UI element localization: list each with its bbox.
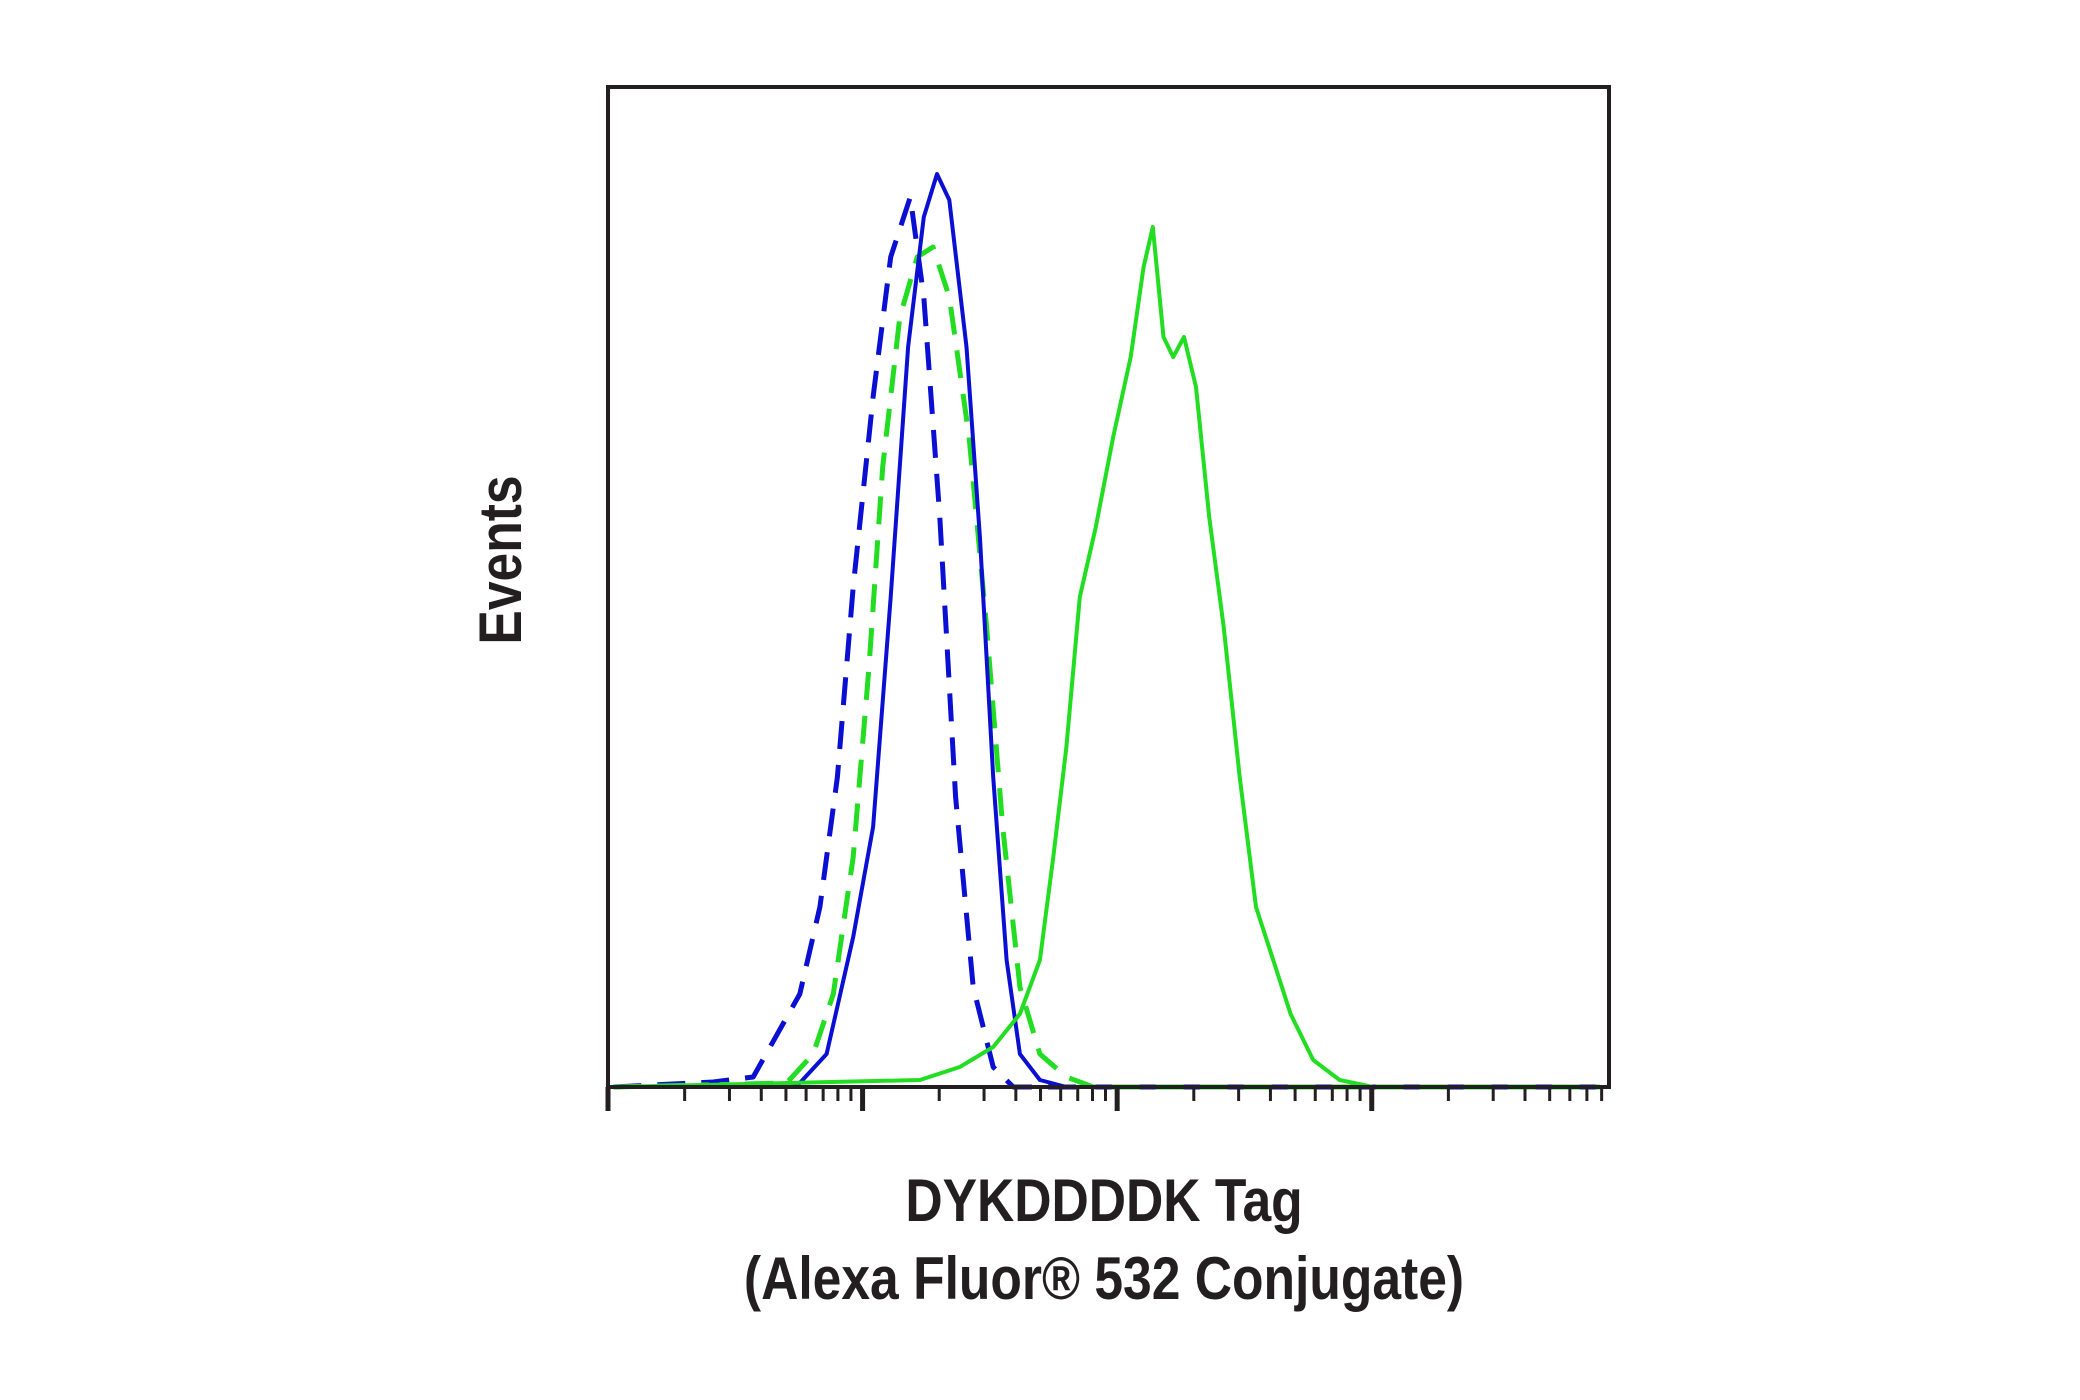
x-axis-label: DYKDDDDK Tag <box>905 1166 1302 1234</box>
x-axis-label: (Alexa Fluor® 532 Conjugate) <box>744 1244 1464 1312</box>
histogram-line <box>613 225 1600 1089</box>
histogram-line <box>613 244 1600 1090</box>
histogram-line <box>613 194 1600 1090</box>
plot-frame <box>606 85 1611 1089</box>
histogram-line <box>613 172 1600 1089</box>
y-axis-label: Events <box>466 475 534 644</box>
